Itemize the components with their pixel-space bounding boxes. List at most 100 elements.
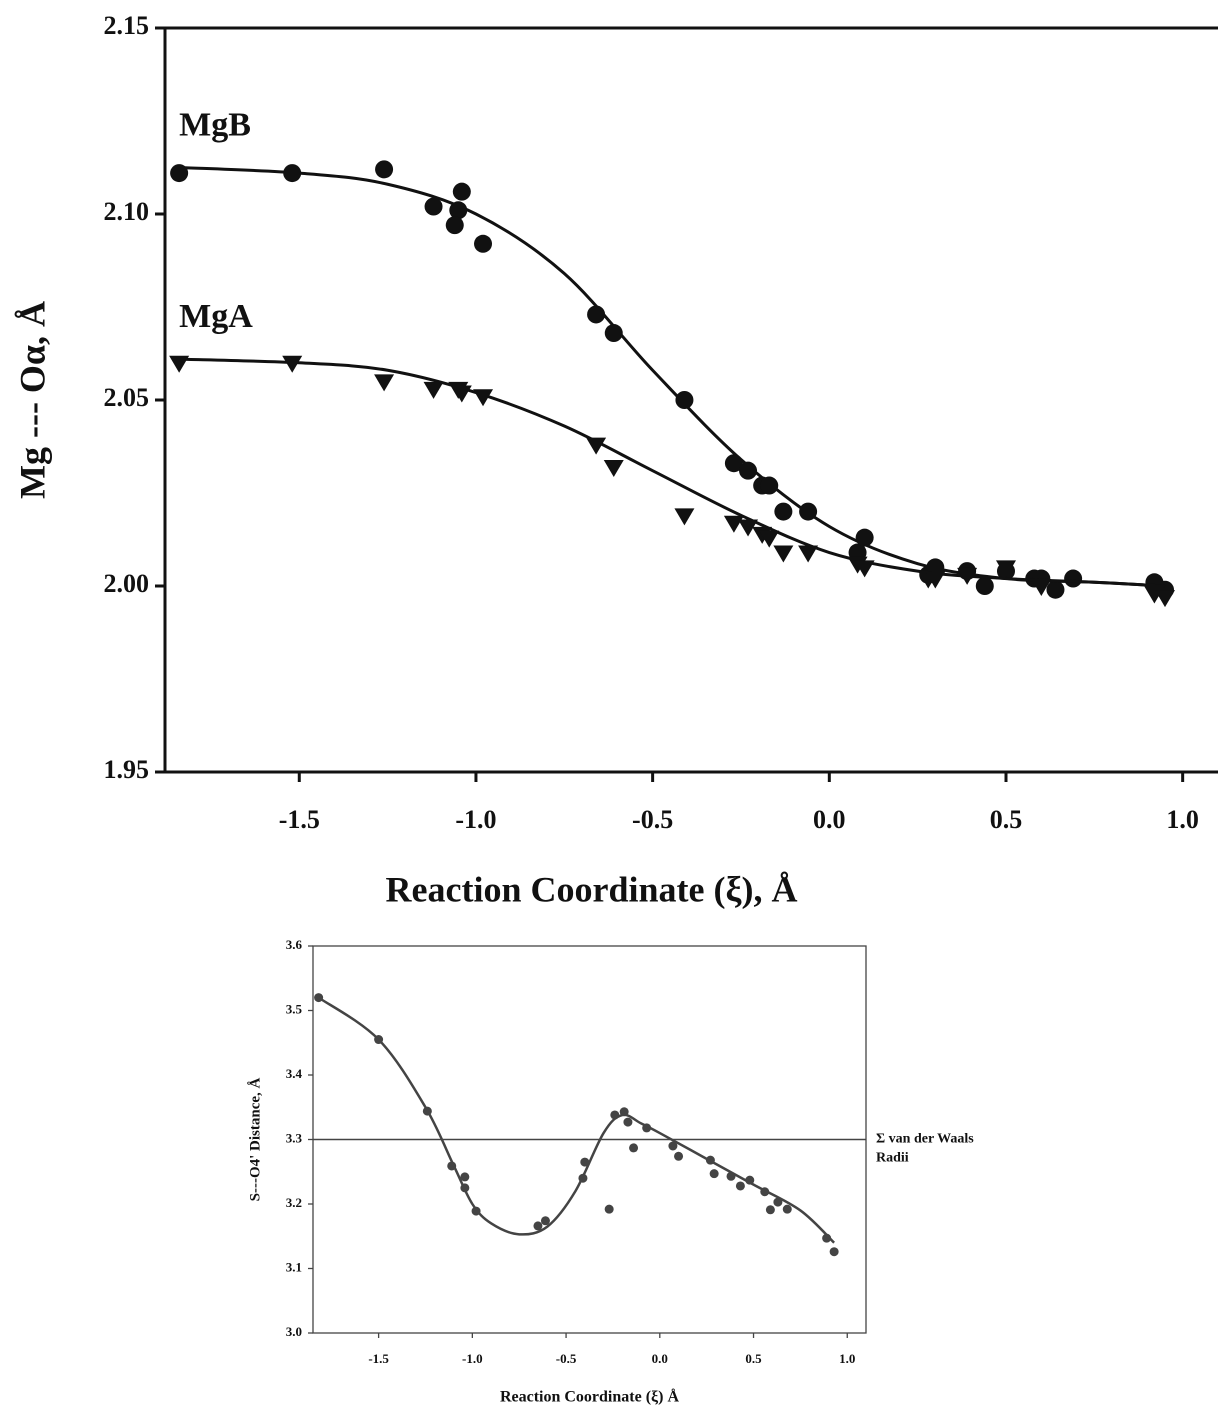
data-point (799, 502, 818, 521)
data-point (451, 385, 472, 403)
x-axis-title: Reaction Coordinate (ξ) Å (500, 1388, 680, 1406)
data-point (283, 164, 302, 183)
data-point (610, 1110, 620, 1120)
data-point (374, 374, 395, 392)
y-tick-label: 3.6 (286, 937, 303, 952)
data-point (603, 459, 624, 477)
data-point (822, 1233, 832, 1243)
data-point (1154, 590, 1175, 608)
data-point (447, 1161, 457, 1171)
data-point (540, 1216, 550, 1226)
data-point (760, 476, 779, 495)
x-tick-label: 1.0 (1166, 805, 1199, 834)
x-axis-title: Reaction Coordinate (ξ), Å (386, 869, 798, 909)
y-tick-label: 3.3 (286, 1130, 303, 1145)
data-point (705, 1155, 715, 1165)
data-point (580, 1157, 590, 1167)
y-tick-label: 3.1 (286, 1259, 302, 1274)
data-point (604, 1204, 614, 1214)
x-tick-label: 0.0 (652, 1351, 668, 1366)
data-point (474, 234, 493, 253)
data-point (726, 1171, 736, 1181)
y-tick-label: 2.05 (104, 383, 150, 412)
y-tick-label: 1.95 (104, 755, 150, 784)
y-tick-label: 3.5 (286, 1001, 303, 1016)
y-tick-label: 3.4 (286, 1066, 303, 1081)
data-point (765, 1205, 775, 1215)
data-point (855, 528, 874, 547)
data-point (674, 1151, 684, 1161)
fit-curve (179, 166, 1166, 588)
data-point (735, 1181, 745, 1191)
y-tick-label: 3.2 (286, 1195, 302, 1210)
data-point (623, 1117, 633, 1127)
data-point (604, 324, 623, 343)
series-label: MgB (179, 106, 251, 143)
y-tick-label: 3.0 (286, 1324, 302, 1339)
x-tick-label: 0.0 (813, 805, 846, 834)
data-point (798, 545, 819, 563)
data-point (1064, 569, 1083, 588)
data-point (739, 461, 758, 480)
data-point (578, 1173, 588, 1183)
data-point (460, 1172, 470, 1182)
data-point (773, 1197, 783, 1207)
data-point (452, 182, 471, 201)
data-point (774, 502, 793, 521)
data-point (629, 1143, 639, 1153)
data-point (314, 993, 324, 1003)
data-point (169, 355, 190, 373)
data-point (471, 1206, 481, 1216)
x-tick-label: -1.5 (368, 1351, 389, 1366)
data-point (854, 560, 875, 578)
data-point (533, 1221, 543, 1231)
data-point (760, 1187, 770, 1197)
data-point (422, 1106, 432, 1116)
data-point (374, 1035, 384, 1045)
x-tick-label: 1.0 (839, 1351, 855, 1366)
data-point (975, 577, 994, 595)
data-point (473, 389, 494, 407)
y-tick-label: 2.15 (104, 11, 150, 40)
data-point (445, 216, 464, 235)
y-axis-title: S---O4' Distance, Å (247, 1077, 263, 1201)
y-tick-label: 2.10 (104, 197, 150, 226)
data-point (782, 1204, 792, 1214)
data-point (773, 545, 794, 563)
fit-curve (317, 996, 836, 1244)
data-point (170, 164, 189, 183)
data-point (424, 197, 443, 216)
data-point (745, 1175, 755, 1185)
data-point (738, 519, 759, 537)
series-label: MgA (179, 298, 253, 335)
x-tick-label: -1.0 (455, 805, 496, 834)
data-point (925, 571, 946, 589)
reference-label: Σ van der Waals (876, 1132, 974, 1147)
data-point (460, 1183, 470, 1193)
y-tick-label: 2.00 (104, 569, 150, 598)
x-tick-label: 0.5 (990, 805, 1023, 834)
data-point (724, 454, 743, 473)
data-point (1031, 579, 1052, 596)
x-tick-label: -0.5 (556, 1351, 577, 1366)
x-tick-label: -0.5 (632, 805, 673, 834)
data-point (282, 355, 303, 373)
data-point (709, 1169, 719, 1179)
data-point (423, 381, 444, 399)
y-axis-title: Mg --- Oα, Å (12, 301, 52, 499)
x-tick-label: -1.5 (279, 805, 320, 834)
data-point (995, 560, 1016, 578)
data-point (759, 530, 780, 548)
reference-label: Radii (876, 1151, 909, 1166)
data-point (1046, 580, 1065, 599)
data-point (674, 508, 695, 526)
data-point (642, 1123, 652, 1133)
data-point (619, 1107, 629, 1117)
data-point (829, 1247, 839, 1257)
data-point (668, 1141, 678, 1151)
data-point (586, 437, 607, 455)
x-tick-label: 0.5 (745, 1351, 762, 1366)
x-tick-label: -1.0 (462, 1351, 483, 1366)
fit-curve (179, 357, 1166, 588)
